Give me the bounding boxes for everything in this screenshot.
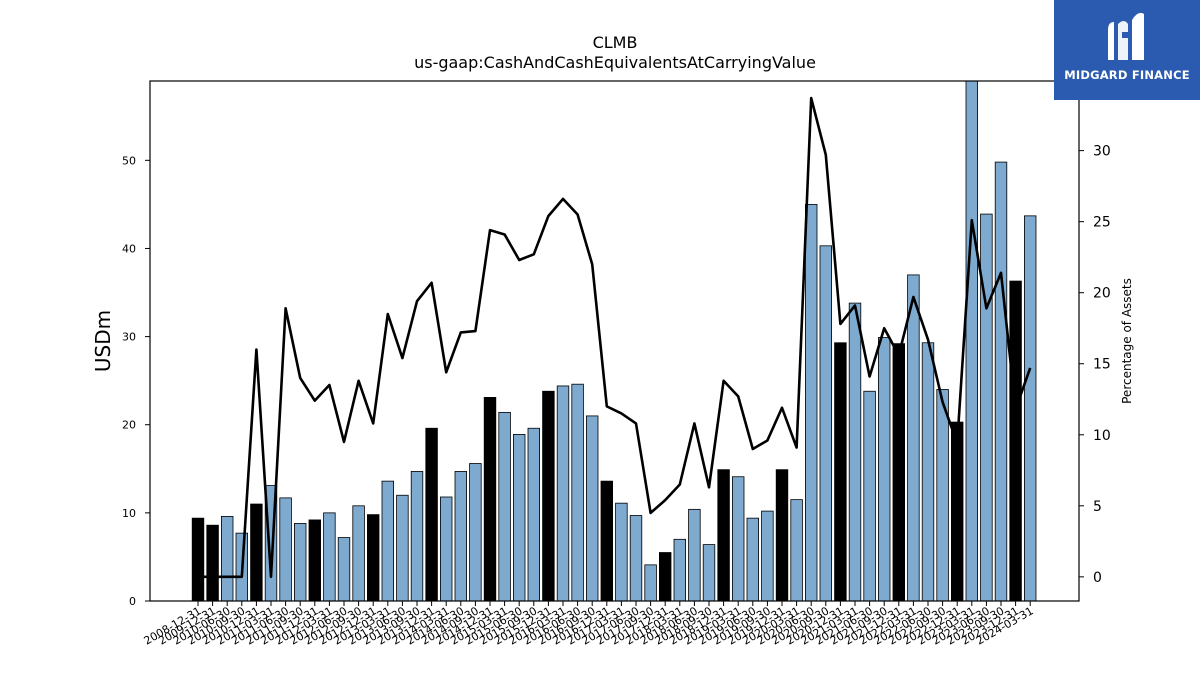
bar-2018-06-30	[688, 508, 701, 602]
bar-2023-09-30	[994, 161, 1008, 602]
bar-2013-09-30	[410, 471, 424, 602]
bar-2012-09-30	[352, 505, 365, 602]
bar-2019-12-31	[775, 469, 789, 602]
bar-2014-06-30	[454, 471, 468, 602]
bar-2011-12-31	[308, 519, 322, 602]
y2-tick-label: 5	[1093, 499, 1102, 515]
bar-2019-06-30	[746, 517, 760, 602]
y2-tick-label: 25	[1093, 215, 1111, 231]
bar-2012-06-30	[337, 537, 351, 602]
bar-2016-09-30	[586, 415, 599, 602]
y-tick-label: 30	[122, 331, 136, 344]
bar-2014-09-30	[469, 463, 482, 602]
bar-2019-09-30	[761, 510, 774, 602]
plot-frame	[149, 80, 1080, 602]
chart-title: CLMB	[593, 33, 638, 52]
bar-series	[191, 80, 1037, 602]
percentage-line	[198, 96, 1032, 579]
bar-2014-12-31	[483, 397, 497, 602]
bar-2022-12-31	[951, 421, 964, 602]
x-axis: 2008-12-312009-12-312010-06-302010-09-30…	[142, 601, 1036, 648]
y-tick-label: 0	[129, 595, 136, 608]
y2-tick-label: 20	[1093, 286, 1111, 302]
y-tick-label: 50	[122, 154, 136, 167]
bar-2020-06-30	[805, 203, 818, 602]
bar-2015-12-31	[542, 390, 555, 602]
bar-2020-12-31	[834, 342, 847, 602]
y-tick-label: 10	[122, 507, 136, 520]
right-axis: 0 5 10 15 20 25 30	[1079, 144, 1111, 586]
bar-2018-12-31	[717, 469, 730, 602]
bar-2018-03-31	[673, 538, 687, 602]
y2-tick-label: 15	[1093, 357, 1111, 373]
bar-2016-06-30	[571, 383, 584, 602]
chart-subtitle: us-gaap:CashAndCashEquivalentsAtCarrying…	[414, 53, 816, 72]
bar-2010-12-31	[250, 503, 263, 602]
bar-2020-03-31	[790, 499, 803, 602]
bar-2013-12-31	[425, 427, 438, 602]
bar-2015-06-30	[513, 434, 526, 602]
bar-2017-06-30	[629, 515, 643, 602]
bar-2013-03-31	[381, 480, 395, 602]
bar-2012-12-31	[366, 514, 380, 602]
bar-2023-03-31	[965, 80, 979, 602]
bar-2015-09-30	[527, 427, 541, 602]
bar-2021-09-30	[878, 337, 891, 602]
bar-2014-03-31	[439, 496, 453, 602]
bar-2017-12-31	[659, 552, 672, 602]
bar-2020-09-30	[819, 245, 833, 602]
bar-2016-12-31	[600, 480, 614, 602]
bar-2022-09-30	[936, 389, 949, 602]
logo-text: MIDGARD FINANCE	[1064, 68, 1190, 82]
bar-2022-03-31	[907, 274, 920, 602]
y2-tick-label: 10	[1093, 428, 1111, 444]
bar-2023-12-31	[1009, 280, 1022, 602]
percentage-line-series	[198, 96, 1032, 579]
bar-2021-12-31	[892, 343, 906, 602]
bar-2016-03-31	[556, 385, 570, 602]
bar-2023-06-30	[980, 213, 993, 602]
bar-2017-03-31	[615, 502, 628, 602]
bar-2011-09-30	[293, 523, 307, 602]
y-axis-label: USDm	[91, 310, 115, 372]
bar-2018-09-30	[702, 544, 716, 602]
bar-2021-03-31	[848, 302, 862, 602]
y2-tick-label: 0	[1093, 570, 1102, 586]
bar-2009-12-31	[206, 524, 219, 602]
midgard-finance-logo: MIDGARD FINANCE	[1054, 0, 1200, 100]
midgard-logo-icon	[1108, 12, 1144, 60]
bar-2021-06-30	[863, 390, 876, 602]
bar-2019-03-31	[732, 476, 745, 602]
bar-2024-03-31	[1024, 215, 1037, 602]
bar-2010-06-30	[220, 515, 234, 602]
bar-2022-06-30	[921, 342, 935, 602]
bar-2012-03-31	[323, 512, 336, 602]
bar-2015-03-31	[498, 411, 511, 602]
bar-2013-06-30	[396, 494, 409, 602]
bar-2011-06-30	[279, 497, 292, 602]
y-tick-label: 20	[122, 419, 136, 432]
y2-tick-label: 30	[1093, 144, 1111, 160]
y-tick-label: 40	[122, 242, 136, 255]
y2-axis-label: Percentage of Assets	[1120, 278, 1134, 404]
bar-2008-12-31	[191, 517, 205, 602]
left-axis: 0 10 20 30 40 50	[122, 154, 150, 608]
bar-2017-09-30	[644, 564, 657, 602]
